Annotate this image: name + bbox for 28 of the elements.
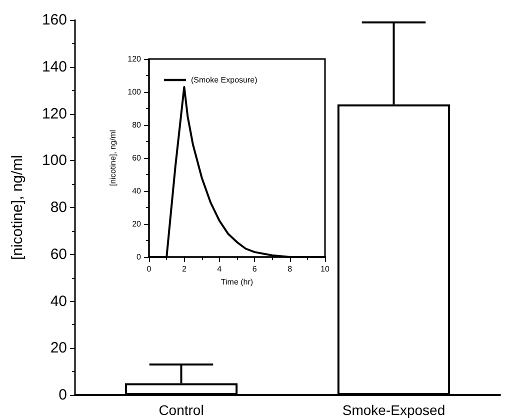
y-axis-title: [nicotine], ng/ml: [108, 130, 118, 186]
y-tick-label: 140: [42, 58, 67, 76]
legend-label: (Smoke Exposure): [191, 76, 258, 84]
y-tick-label: 120: [128, 54, 142, 64]
x-tick-label: 4: [217, 264, 222, 274]
y-tick-label: 120: [42, 105, 67, 122]
x-axis-title: Time (hr): [220, 277, 254, 286]
x-tick-label: Smoke-Exposed: [342, 402, 446, 418]
x-tick-label: 6: [252, 264, 258, 274]
y-tick-label: 40: [132, 186, 142, 196]
x-tick-label: 0: [146, 264, 152, 274]
y-tick-label: 0: [136, 252, 142, 262]
y-tick-label: 20: [132, 220, 142, 228]
y-tick-label: 100: [42, 152, 67, 170]
y-tick-label: 60: [132, 154, 142, 162]
y-tick-label: 20: [50, 340, 67, 357]
y-tick-label: 0: [58, 386, 67, 404]
y-tick-label: 80: [132, 120, 142, 130]
x-tick-label: 2: [182, 264, 187, 274]
y-tick-label: 40: [50, 292, 67, 310]
y-tick-label: 60: [50, 246, 67, 263]
y-tick-label: 160: [42, 12, 67, 28]
y-axis-title: [nicotine], ng/ml: [9, 154, 26, 260]
x-tick-label: 10: [320, 264, 330, 274]
y-tick-label: 100: [128, 88, 142, 96]
x-tick-label: 8: [288, 264, 293, 274]
y-tick-label: 80: [50, 199, 67, 216]
x-tick-label: Control: [158, 402, 204, 418]
